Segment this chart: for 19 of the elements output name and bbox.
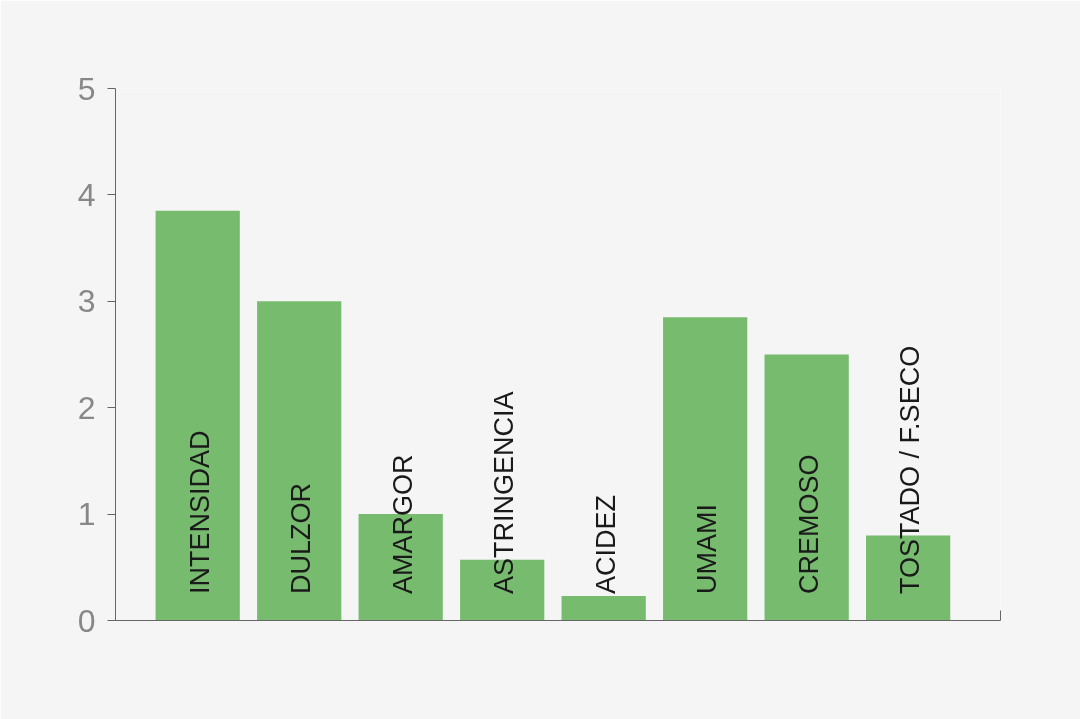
y-tick-label: 1 bbox=[77, 496, 96, 533]
bar bbox=[257, 301, 342, 621]
bar bbox=[561, 596, 646, 621]
x-tick-label: ACIDEZ bbox=[590, 494, 621, 594]
y-tick-label: 0 bbox=[77, 602, 96, 639]
x-tick-label: CREMOSO bbox=[793, 454, 824, 594]
x-tick-label: ASTRINGENCIA bbox=[489, 391, 520, 594]
x-tick-label: AMARGOR bbox=[387, 454, 418, 594]
y-tick-label: 5 bbox=[77, 70, 96, 107]
y-tick-label: 3 bbox=[77, 283, 96, 320]
bar bbox=[764, 354, 849, 621]
y-tick-label: 4 bbox=[77, 176, 96, 213]
x-tick-label: INTENSIDAD bbox=[184, 430, 215, 594]
bar bbox=[663, 317, 748, 621]
bar bbox=[155, 210, 240, 621]
x-tick-label: TOSTADO / F.SECO bbox=[895, 345, 926, 594]
y-tick-label: 2 bbox=[77, 389, 96, 426]
x-tick-label: UMAMI bbox=[692, 503, 723, 594]
x-tick-label: DULZOR bbox=[286, 482, 317, 594]
